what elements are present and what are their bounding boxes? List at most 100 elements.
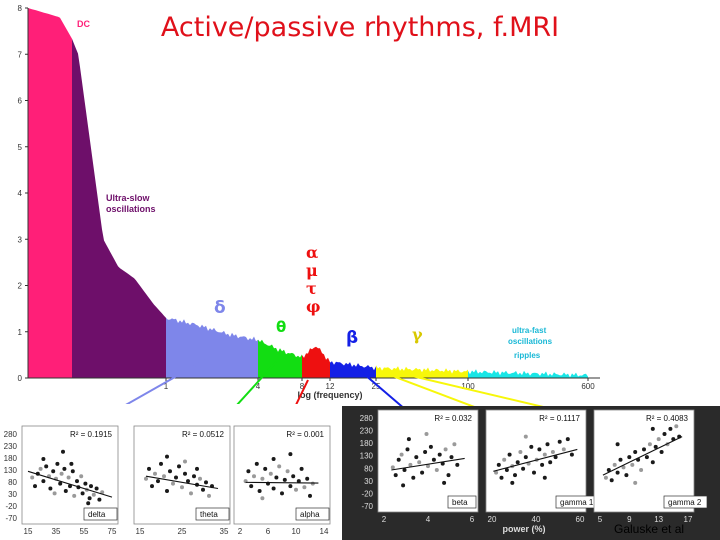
scatter-y-tick-label: 80 (364, 464, 373, 473)
scatter-point (615, 470, 620, 475)
band-label-alpha-group: μ (306, 261, 318, 280)
scatter-fit-line (391, 457, 465, 471)
scatter-r2-label: R² = 0.001 (286, 430, 324, 439)
scatter-x-tick-label: 14 (320, 527, 329, 536)
band-area-delta (166, 317, 258, 378)
scatter-y-tick-label: 130 (360, 452, 374, 461)
scatter-point (308, 493, 312, 498)
scatter-point (299, 466, 304, 471)
scatter-point (639, 468, 644, 472)
band-area-gamma (376, 365, 468, 378)
scatter-point (100, 490, 105, 495)
spectrum-y-tick-label: 4 (18, 189, 23, 198)
scatter-point (263, 466, 268, 471)
scatter-x-tick-label: 2 (382, 515, 387, 524)
band-label-dc: DC (77, 19, 90, 29)
scatter-point (393, 473, 398, 478)
scatter-point (405, 447, 410, 452)
scatter-point (390, 465, 395, 470)
scatter-y-tick-label: 30 (364, 477, 373, 486)
scatter-y-tick-label: -70 (361, 502, 373, 511)
scatter-point (30, 475, 35, 480)
scatter-point (61, 449, 65, 454)
scatter-point (548, 460, 553, 465)
scatter-point (260, 496, 265, 501)
scatter-point (417, 460, 422, 465)
scatter-point (62, 466, 67, 471)
scatter-point (89, 484, 93, 489)
scatter-point (189, 491, 193, 496)
scatter-y-tick-label: -70 (5, 514, 17, 523)
spectrum-y-tick-label: 0 (18, 374, 23, 383)
scatter-point (257, 489, 262, 493)
band-label-ultra-slow-line2: oscillations (106, 204, 156, 214)
spectrum-x-tick-label: 12 (326, 382, 335, 391)
band-label-alpha-group: τ (306, 279, 317, 298)
scatter-r2-label: R² = 0.4083 (646, 414, 689, 423)
scatter-x-tick-label: 25 (178, 527, 187, 536)
scatter-point (249, 484, 254, 489)
scatter-point (431, 457, 436, 462)
scatter-x-axis-label: power (%) (502, 524, 545, 534)
band-area-DC (28, 8, 72, 378)
scatter-point (618, 457, 623, 462)
scatter-point (414, 455, 419, 460)
scatter-point (147, 466, 151, 471)
scatter-point (87, 496, 92, 501)
scatter-r2-label: R² = 0.032 (434, 414, 472, 423)
scatter-panel-tag-box (447, 495, 477, 509)
scatter-point (627, 455, 632, 460)
scatter-x-tick-label: 60 (576, 515, 585, 524)
spectrum-x-tick-label: 600 (581, 382, 595, 391)
scatter-point (561, 447, 566, 452)
scatter-point (159, 461, 163, 466)
scatter-point (499, 475, 504, 480)
spectrum-y-tick-label: 7 (18, 50, 23, 59)
scatter-y-tick-label: 30 (8, 490, 17, 499)
scatter-point (198, 476, 202, 481)
scatter-x-tick-label: 35 (220, 527, 229, 536)
scatter-point (174, 475, 178, 480)
scatter-point (443, 447, 448, 452)
scatter-panel-tag-box (295, 507, 330, 521)
scatter-point (532, 470, 536, 475)
scatter-point (452, 442, 457, 447)
scatter-point (94, 486, 99, 491)
scatter-panel-tag: alpha (300, 510, 320, 519)
scatter-point (144, 476, 148, 481)
scatter-point (153, 471, 157, 476)
scatter-point (69, 461, 74, 466)
band-label-delta: δ (214, 298, 226, 318)
scatter-point (162, 474, 166, 479)
scatter-point (603, 475, 608, 480)
scatter-point (168, 469, 172, 474)
scatter-point (545, 442, 550, 447)
scatter-point (396, 457, 401, 462)
scatter-point (650, 460, 655, 465)
scatter-point (399, 452, 404, 457)
scatter-x-tick-label: 2 (238, 527, 243, 536)
spectrum-y-tick-label: 1 (18, 328, 23, 337)
scatter-point (254, 461, 259, 466)
scatter-point (434, 468, 439, 472)
spectrum-x-tick-label: 1 (164, 382, 169, 391)
band-label-ultra-fast-line2: oscillations (508, 337, 553, 346)
scatter-panel-tag: gamma 2 (668, 498, 702, 507)
scatter-x-tick-label: 15 (24, 527, 33, 536)
scatter-x-tick-label: 20 (488, 515, 497, 524)
scatter-point (291, 474, 296, 479)
scatter-point (653, 444, 658, 449)
scatter-point (437, 452, 442, 457)
scatter-point (523, 455, 528, 460)
scatter-point (423, 450, 428, 454)
scatter-r2-label: R² = 0.0512 (182, 430, 225, 439)
scatter-point (523, 434, 528, 439)
scatter-point (647, 442, 652, 447)
band-label-ripples: ripples (514, 351, 541, 360)
scatter-point (518, 450, 523, 454)
scatter-point (51, 469, 56, 474)
scatter-point (642, 447, 646, 452)
scatter-point (183, 459, 187, 464)
scatter-fit-line (493, 448, 578, 472)
scatter-point (83, 481, 88, 486)
